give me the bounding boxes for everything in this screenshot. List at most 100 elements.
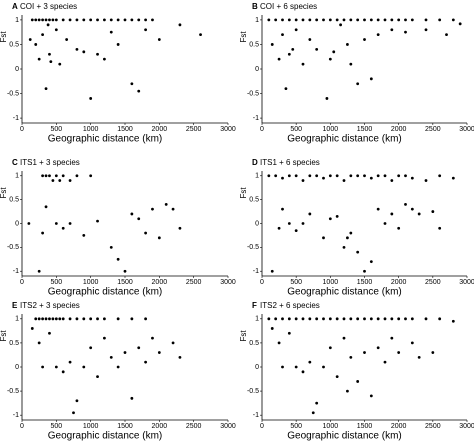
point (137, 89, 141, 93)
point (438, 226, 442, 230)
point (58, 317, 62, 321)
point (82, 234, 86, 237)
point (417, 355, 421, 359)
point (397, 18, 401, 22)
point (41, 231, 44, 235)
point (277, 226, 281, 230)
panel-title: ITS2 + 6 species (260, 301, 320, 310)
point (54, 28, 58, 32)
point (75, 47, 79, 51)
point (49, 60, 53, 64)
point (294, 174, 298, 178)
panel: 0 500 1000 1500 2000 2500 3000 -1 -0.5 0 0.5 1 D ITS1… (239, 158, 474, 298)
y-tick-label: 0.5 (9, 340, 19, 347)
point (322, 18, 325, 22)
panel-label: F (252, 301, 257, 310)
point (41, 174, 44, 178)
point (363, 269, 366, 273)
panel-label: E (12, 301, 18, 310)
point (383, 174, 387, 178)
point (116, 365, 120, 369)
panel-title: ITS2 + 3 species (20, 301, 80, 310)
point (54, 317, 58, 321)
point (431, 351, 435, 354)
x-tick-label: 500 (50, 279, 62, 286)
point (397, 226, 401, 230)
point (325, 97, 329, 100)
point (116, 257, 120, 261)
point (287, 174, 291, 178)
y-tick-label: 0 (255, 364, 259, 371)
point (157, 351, 161, 354)
point (130, 317, 134, 321)
point (116, 43, 120, 46)
x-tick-label: 2000 (391, 279, 407, 286)
point (451, 176, 455, 180)
point (315, 317, 319, 321)
point (270, 43, 274, 46)
point (281, 207, 284, 211)
point (96, 52, 99, 56)
y-tick-label: -1 (253, 115, 259, 122)
point (34, 18, 38, 22)
x-tick-label: 1000 (83, 126, 99, 133)
y-tick-label: 1 (255, 17, 259, 24)
x-tick-label: 1000 (323, 126, 339, 133)
point (178, 226, 182, 230)
panel: 0 500 1000 1500 2000 2500 3000 -1 -0.5 0 0.5 1 C ITS1… (0, 158, 236, 298)
point (349, 174, 353, 178)
point (383, 360, 387, 364)
point (96, 317, 99, 321)
x-tick-label: 2000 (152, 126, 168, 133)
point (349, 317, 353, 321)
point (82, 317, 86, 321)
y-axis-label: Fst (239, 187, 248, 199)
panel-label: B (252, 2, 258, 11)
point (75, 317, 79, 321)
point (301, 370, 305, 374)
y-tick-label: -0.5 (7, 388, 19, 395)
point (332, 50, 336, 54)
point (89, 97, 93, 100)
point (54, 365, 58, 369)
x-tick-label: 500 (50, 126, 62, 133)
point (123, 269, 127, 273)
point (123, 351, 127, 354)
point (335, 317, 339, 321)
point (376, 18, 380, 22)
point (44, 87, 48, 91)
point (349, 18, 353, 22)
point (356, 250, 360, 254)
point (356, 18, 360, 22)
point (369, 77, 373, 81)
x-tick-label: 1500 (357, 126, 373, 133)
point (144, 317, 148, 321)
point (363, 351, 366, 354)
point (404, 18, 407, 22)
x-tick-label: 1500 (357, 279, 373, 286)
x-tick-label: 1500 (117, 126, 133, 133)
y-tick-label: -1 (13, 268, 19, 275)
point (75, 174, 79, 178)
point (109, 245, 113, 249)
x-tick-label: 0 (260, 423, 264, 430)
point (68, 179, 72, 182)
x-tick-label: 0 (20, 423, 24, 430)
point (424, 317, 428, 321)
point (376, 33, 380, 37)
point (301, 317, 305, 321)
point (328, 18, 332, 22)
point (390, 317, 394, 321)
point (137, 346, 141, 350)
point (48, 174, 51, 178)
point (151, 336, 154, 340)
y-tick-label: 1 (255, 173, 259, 180)
panel: 0 500 1000 1500 2000 2500 3000 -1 -0.5 0 0.5 1 F ITS2… (239, 301, 474, 442)
point (68, 222, 72, 225)
point (322, 236, 325, 240)
point (301, 222, 305, 225)
point (281, 33, 284, 37)
point (424, 18, 428, 22)
panel-title: COI + 6 species (260, 2, 317, 11)
y-tick-label: -0.5 (247, 388, 259, 395)
